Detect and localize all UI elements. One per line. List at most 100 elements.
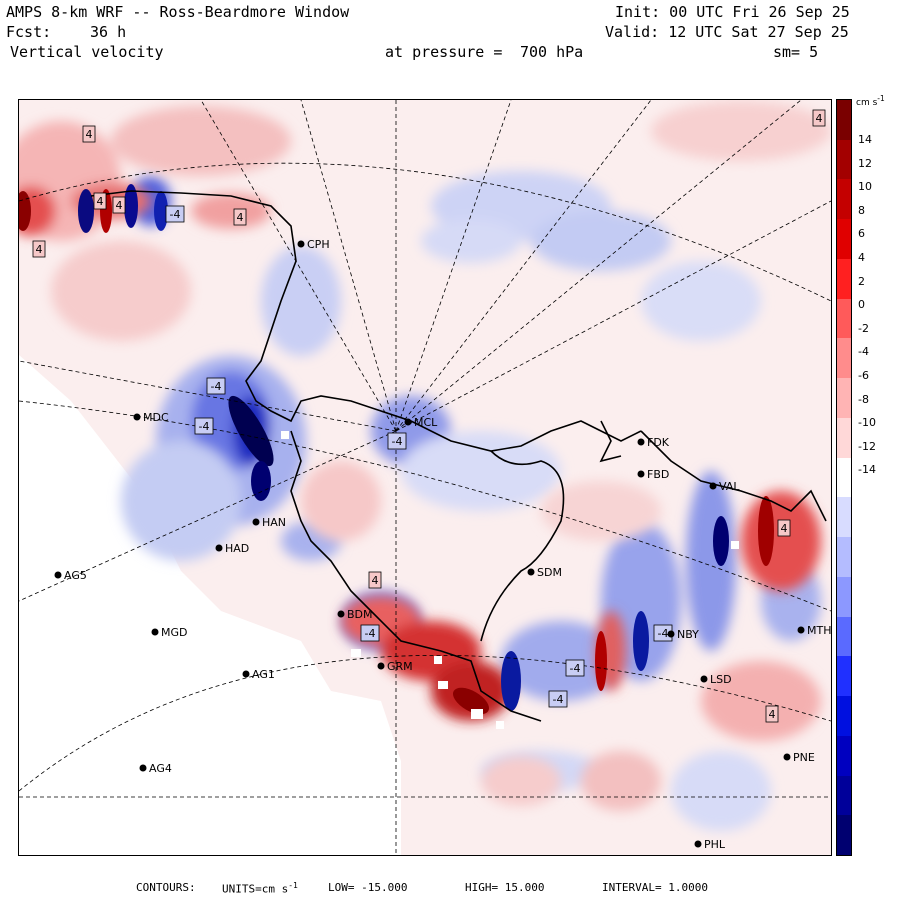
svg-text:-4: -4 bbox=[570, 662, 581, 675]
svg-text:-4: -4 bbox=[365, 627, 376, 640]
svg-text:4: 4 bbox=[372, 574, 379, 587]
extremum-label: -4 bbox=[387, 432, 407, 450]
contour-units: UNITS=cm s-1 bbox=[222, 881, 298, 896]
svg-text:FDK: FDK bbox=[647, 436, 670, 449]
colorbar-swatch bbox=[837, 338, 851, 379]
station-marker: FDK bbox=[637, 436, 670, 449]
colorbar-tick-label: 12 bbox=[858, 156, 872, 170]
svg-text:4: 4 bbox=[86, 128, 93, 141]
extremum-label: 4 bbox=[82, 125, 96, 143]
smoothing-label: sm= 5 bbox=[773, 43, 819, 61]
colorbar-swatch bbox=[837, 815, 851, 856]
svg-text:-4: -4 bbox=[553, 693, 564, 706]
svg-text:SDM: SDM bbox=[537, 566, 562, 579]
init-time: Init: 00 UTC Fri 26 Sep 25 bbox=[615, 3, 850, 21]
station-marker: HAN bbox=[252, 516, 286, 529]
extremum-label: -4 bbox=[360, 624, 380, 642]
colorbar-tick-label: -14 bbox=[858, 463, 876, 477]
map-panel: 4 4 4 4 4 4 -4 -4 -4 -4 4 -4 4 -4 -4 -4 4 CPH MDC MCL FDK FBD… bbox=[18, 99, 832, 856]
colorbar-swatch bbox=[837, 696, 851, 737]
colorbar-swatch bbox=[837, 576, 851, 618]
coastline bbox=[90, 190, 827, 722]
station-marker: FBD bbox=[637, 468, 669, 481]
station-marker: AG4 bbox=[139, 762, 172, 775]
station-marker: GRM bbox=[377, 660, 413, 673]
extremum-label: 4 bbox=[812, 109, 826, 127]
colorbar-swatch bbox=[837, 139, 851, 180]
station-marker: NBY bbox=[667, 628, 699, 641]
colorbar-swatch bbox=[837, 457, 851, 498]
colorbar-tick-label: -2 bbox=[858, 321, 869, 335]
station-marker: PNE bbox=[783, 751, 815, 764]
svg-text:-4: -4 bbox=[170, 208, 181, 221]
svg-text:MCL: MCL bbox=[414, 416, 438, 429]
colorbar-swatch bbox=[837, 656, 851, 697]
colorbar-tick-label: -10 bbox=[858, 416, 876, 430]
extremum-label: -4 bbox=[206, 377, 226, 395]
svg-text:MTH: MTH bbox=[807, 624, 831, 637]
colorbar-swatch bbox=[837, 298, 851, 339]
colorbar-tick-label: 14 bbox=[858, 133, 872, 146]
field-name: Vertical velocity bbox=[10, 43, 164, 61]
colorbar-swatch bbox=[837, 179, 851, 220]
extremum-label: -4 bbox=[548, 690, 568, 708]
svg-text:GRM: GRM bbox=[387, 660, 413, 673]
station-marker: MCL bbox=[404, 416, 438, 429]
stations: CPH MDC MCL FDK FBD VAL HAN HAD AG5 SDM BDM MGD NBY M… bbox=[54, 238, 831, 851]
colorbar-tick-label: -4 bbox=[858, 345, 869, 359]
station-marker: CPH bbox=[297, 238, 330, 251]
svg-text:-4: -4 bbox=[658, 627, 669, 640]
colorbar-swatch bbox=[837, 735, 851, 777]
extremum-label: -4 bbox=[165, 205, 185, 223]
model-title: AMPS 8-km WRF -- Ross-Beardmore Window bbox=[6, 3, 350, 21]
pressure-value: 700 hPa bbox=[520, 43, 584, 61]
extremum-label: 4 bbox=[233, 208, 247, 226]
colorbar-tick-label: -6 bbox=[858, 369, 869, 382]
svg-text:-4: -4 bbox=[211, 380, 222, 393]
negative-velocity-areas bbox=[121, 171, 821, 831]
svg-text:4: 4 bbox=[237, 211, 244, 224]
extremum-label: 4 bbox=[93, 192, 107, 210]
colorbar-swatch bbox=[837, 537, 851, 578]
no-data-region bbox=[19, 355, 401, 855]
svg-text:HAN: HAN bbox=[262, 516, 286, 529]
svg-text:AG1: AG1 bbox=[252, 668, 275, 681]
svg-text:VAL: VAL bbox=[719, 480, 740, 493]
extremum-label: 4 bbox=[777, 519, 791, 537]
station-marker: AG5 bbox=[54, 569, 87, 582]
forecast-label: Fcst: bbox=[6, 23, 52, 41]
svg-text:MDC: MDC bbox=[143, 411, 169, 424]
svg-text:NBY: NBY bbox=[677, 628, 699, 641]
svg-text:-4: -4 bbox=[199, 420, 210, 433]
colorbar-swatch bbox=[837, 258, 851, 300]
svg-text:PHL: PHL bbox=[704, 838, 726, 851]
svg-text:4: 4 bbox=[36, 243, 43, 256]
contour-interval: INTERVAL= 1.0000 bbox=[602, 881, 708, 894]
svg-text:4: 4 bbox=[97, 195, 104, 208]
contour-high: HIGH= 15.000 bbox=[465, 881, 545, 894]
colorbar-tick-label: 4 bbox=[858, 251, 865, 264]
svg-text:PNE: PNE bbox=[793, 751, 815, 764]
svg-text:-4: -4 bbox=[392, 435, 403, 448]
svg-text:LSD: LSD bbox=[710, 673, 732, 686]
colorbar-tick-label: 0 bbox=[858, 298, 865, 312]
colorbar-swatch bbox=[837, 616, 851, 657]
svg-text:AG4: AG4 bbox=[149, 762, 172, 775]
svg-text:4: 4 bbox=[781, 522, 788, 535]
colorbar-swatch bbox=[837, 497, 851, 538]
svg-text:4: 4 bbox=[116, 199, 123, 212]
colorbar-tick-label: 6 bbox=[858, 227, 865, 241]
station-marker: LSD bbox=[700, 673, 732, 686]
valid-time: Valid: 12 UTC Sat 27 Sep 25 bbox=[605, 23, 849, 41]
station-marker: MTH bbox=[797, 624, 831, 637]
colorbar-tick-label: -12 bbox=[858, 439, 876, 453]
pressure-label: at pressure = bbox=[385, 43, 503, 61]
contour-low: LOW= -15.000 bbox=[328, 881, 408, 894]
extremum-label: -4 bbox=[194, 417, 214, 435]
svg-text:AG5: AG5 bbox=[64, 569, 87, 582]
svg-text:MGD: MGD bbox=[161, 626, 188, 639]
extremum-label: 4 bbox=[32, 240, 46, 258]
colorbar-tick-label: -8 bbox=[858, 392, 869, 406]
